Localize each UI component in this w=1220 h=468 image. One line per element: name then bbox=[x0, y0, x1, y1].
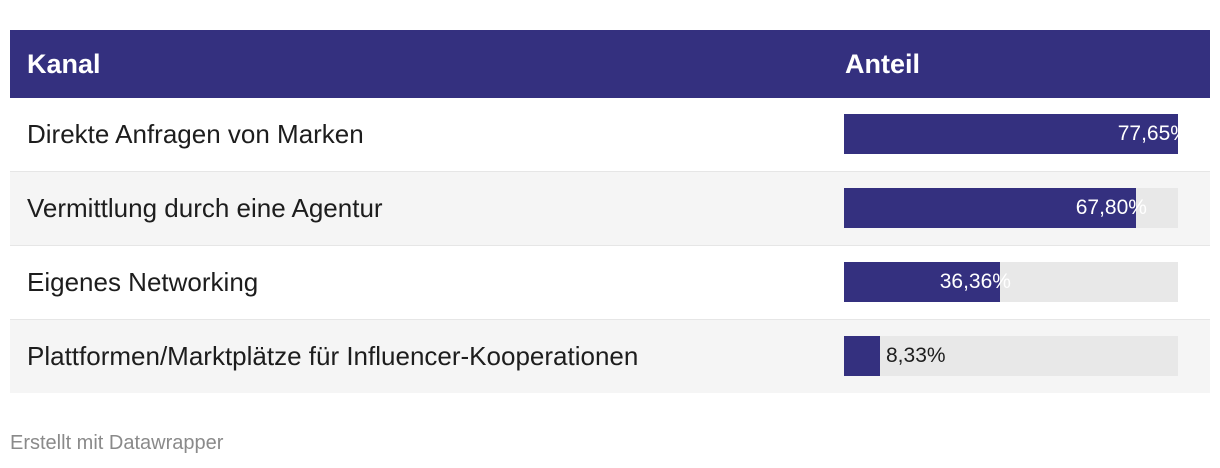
bar-track: 67,80% bbox=[844, 188, 1178, 228]
bar bbox=[844, 188, 1136, 228]
table-row: Vermittlung durch eine Agentur 67,80% bbox=[10, 172, 1210, 246]
bar-value-label: 36,36% bbox=[939, 270, 1011, 293]
bar-track: 77,65% bbox=[844, 114, 1189, 154]
bar bbox=[844, 262, 1000, 302]
bar-value-label: 67,80% bbox=[1075, 196, 1147, 219]
row-label: Vermittlung durch eine Agentur bbox=[27, 193, 383, 223]
column-header-anteil[interactable]: Anteil bbox=[845, 49, 921, 79]
table-row: Eigenes Networking 36,36% bbox=[10, 246, 1210, 320]
column-header-kanal[interactable]: Kanal bbox=[27, 49, 101, 79]
table-row: Plattformen/Marktplätze für Influencer-K… bbox=[10, 320, 1210, 393]
row-label: Plattformen/Marktplätze für Influencer-K… bbox=[27, 341, 639, 371]
table-row: Direkte Anfragen von Marken 77,65% bbox=[10, 98, 1210, 172]
row-label: Eigenes Networking bbox=[27, 267, 259, 297]
table-body: Direkte Anfragen von Marken 77,65% Vermitt… bbox=[10, 98, 1210, 393]
data-table: Kanal Anteil Direkte Anfragen von Marken… bbox=[10, 30, 1210, 393]
datawrapper-credit: Erstellt mit Datawrapper bbox=[10, 432, 224, 454]
bar-track: 8,33% bbox=[844, 336, 1178, 376]
bar-value-label: 8,33% bbox=[886, 344, 946, 367]
bar-value-label: 77,65% bbox=[1117, 122, 1189, 145]
row-label: Direkte Anfragen von Marken bbox=[27, 119, 364, 149]
bar bbox=[844, 336, 880, 376]
bar-track: 36,36% bbox=[844, 262, 1178, 302]
table-header: Kanal Anteil bbox=[10, 30, 1210, 98]
bar bbox=[844, 114, 1178, 154]
